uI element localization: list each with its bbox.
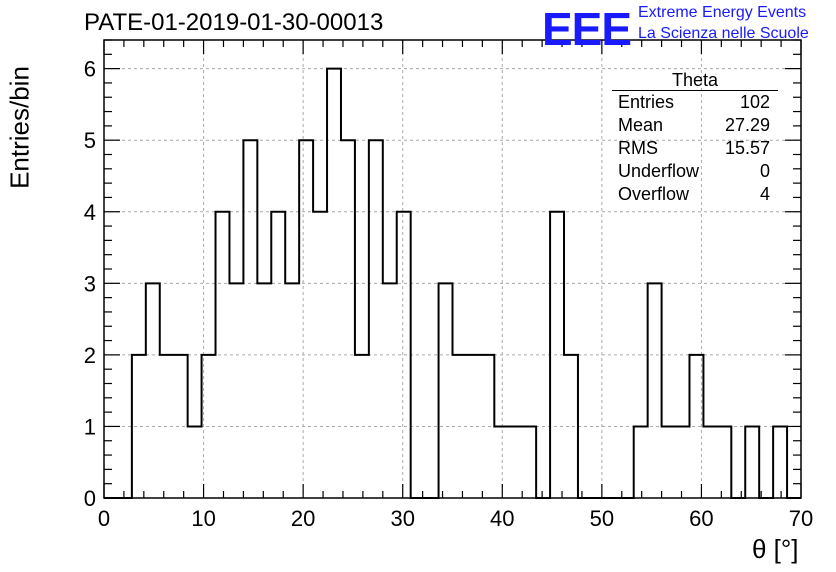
histogram-bin	[745, 426, 759, 498]
histogram-bin	[341, 140, 355, 498]
histogram-bin	[508, 426, 522, 498]
x-tick-label: 70	[789, 506, 813, 531]
stats-value: 15.57	[724, 138, 770, 158]
chart-title: PATE-01-2019-01-30-00013	[84, 9, 384, 36]
y-tick-label: 6	[84, 57, 96, 82]
histogram-bin	[299, 140, 313, 498]
x-tick-label: 20	[291, 506, 315, 531]
eee-logo-mark: EEE	[542, 3, 632, 55]
stats-label: Mean	[618, 115, 664, 135]
histogram-bin	[439, 283, 453, 498]
histogram-bin	[285, 283, 299, 498]
stats-label: Overflow	[618, 184, 690, 204]
stats-label: RMS	[618, 138, 658, 158]
y-tick-label: 5	[84, 128, 96, 153]
y-tick-label: 3	[84, 271, 96, 296]
x-axis-label: θ [°]	[752, 534, 799, 564]
histogram-bin	[229, 283, 243, 498]
stats-row: Underflow 0	[612, 160, 778, 183]
histogram-bin	[494, 426, 508, 498]
stats-value: 0	[759, 161, 770, 181]
histogram-bin	[243, 140, 257, 498]
y-tick-label: 1	[84, 414, 96, 439]
histogram-bin	[676, 426, 690, 498]
histogram-bin	[369, 140, 383, 498]
stats-row: Mean 27.29	[612, 114, 778, 137]
histogram-bin	[522, 426, 536, 498]
stats-title: Theta	[612, 70, 778, 91]
histogram-bin	[703, 426, 717, 498]
histogram-bin	[146, 283, 160, 498]
x-tick-label: 30	[390, 506, 414, 531]
histogram-bin	[132, 355, 146, 498]
y-axis-label: Entries/bin	[4, 66, 35, 189]
histogram-bin	[773, 426, 787, 498]
histogram-bin	[174, 355, 188, 498]
logo-line-2: La Scienza nelle Scuole	[638, 25, 809, 42]
stats-label: Underflow	[618, 161, 700, 181]
x-tick-label: 50	[590, 506, 614, 531]
histogram-bin	[717, 426, 731, 498]
logo-line-1: Extreme Energy Events	[638, 4, 807, 21]
stats-value: 4	[759, 184, 770, 204]
histogram-bin	[648, 283, 662, 498]
y-tick-label: 4	[84, 200, 96, 225]
stats-row: RMS 15.57	[612, 137, 778, 160]
stats-box: Theta Entries 102 Mean 27.29 RMS 15.57 U…	[612, 70, 778, 206]
histogram-bin	[634, 426, 648, 498]
histogram-bin	[216, 212, 230, 498]
x-tick-label: 60	[689, 506, 713, 531]
histogram-bin	[662, 426, 676, 498]
x-tick-label: 40	[490, 506, 514, 531]
histogram-bin	[257, 283, 271, 498]
stats-value: 27.29	[724, 115, 770, 135]
x-tick-label: 0	[98, 506, 110, 531]
x-tick-label: 10	[191, 506, 215, 531]
y-tick-label: 0	[84, 486, 96, 511]
stats-label: Entries	[618, 92, 675, 112]
stats-row: Overflow 4	[612, 183, 778, 206]
y-tick-label: 2	[84, 343, 96, 368]
histogram-bin	[188, 426, 202, 498]
stats-value: 102	[739, 92, 770, 112]
stats-row: Entries 102	[612, 91, 778, 114]
histogram-bin	[383, 283, 397, 498]
